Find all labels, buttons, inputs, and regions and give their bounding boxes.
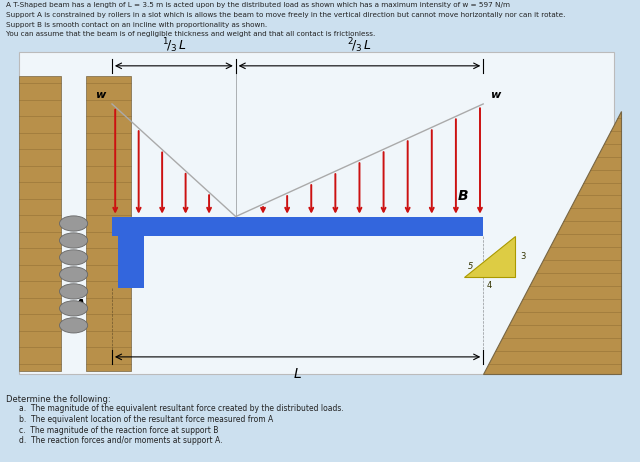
Circle shape	[60, 250, 88, 265]
Text: A T-Shaped beam has a length of L = 3.5 m is acted upon by the distributed load : A T-Shaped beam has a length of L = 3.5 …	[6, 2, 511, 8]
Circle shape	[60, 267, 88, 282]
Text: B: B	[458, 189, 468, 203]
Circle shape	[60, 301, 88, 316]
Polygon shape	[464, 236, 515, 277]
Text: 4: 4	[487, 281, 492, 290]
Text: w: w	[490, 91, 500, 101]
Text: w: w	[95, 91, 106, 101]
Text: a.  The magnitude of the equivalent resultant force created by the distributed l: a. The magnitude of the equivalent resul…	[19, 404, 344, 413]
Text: 5: 5	[468, 262, 473, 271]
Circle shape	[60, 233, 88, 248]
Circle shape	[60, 216, 88, 231]
Text: Support A is constrained by rollers in a slot which is allows the beam to move f: Support A is constrained by rollers in a…	[6, 12, 566, 18]
Bar	[19, 76, 61, 371]
Text: d.  The reaction forces and/or moments at support A.: d. The reaction forces and/or moments at…	[19, 436, 223, 445]
Bar	[118, 236, 144, 287]
Text: Determine the following:: Determine the following:	[6, 395, 111, 404]
Bar	[112, 217, 483, 236]
Bar	[86, 76, 131, 371]
Polygon shape	[483, 111, 621, 374]
Text: 3: 3	[520, 252, 525, 261]
Text: You can assume that the beam is of negligible thickness and weight and that all : You can assume that the beam is of negli…	[6, 31, 376, 37]
Text: A: A	[75, 298, 85, 312]
Circle shape	[60, 318, 88, 333]
Text: $\mathregular{^1\!/}_3\,L$: $\mathregular{^1\!/}_3\,L$	[162, 37, 186, 55]
Text: $\mathregular{^2\!/}_3\,L$: $\mathregular{^2\!/}_3\,L$	[348, 37, 372, 55]
Text: Support B is smooth contact on an incline with proportionality as shown.: Support B is smooth contact on an inclin…	[6, 22, 268, 28]
Text: b.  The equivalent location of the resultant force measured from A: b. The equivalent location of the result…	[19, 415, 273, 424]
Circle shape	[60, 284, 88, 299]
Text: c.  The magnitude of the reaction force at support B: c. The magnitude of the reaction force a…	[19, 426, 219, 434]
Text: $L$: $L$	[293, 367, 302, 381]
